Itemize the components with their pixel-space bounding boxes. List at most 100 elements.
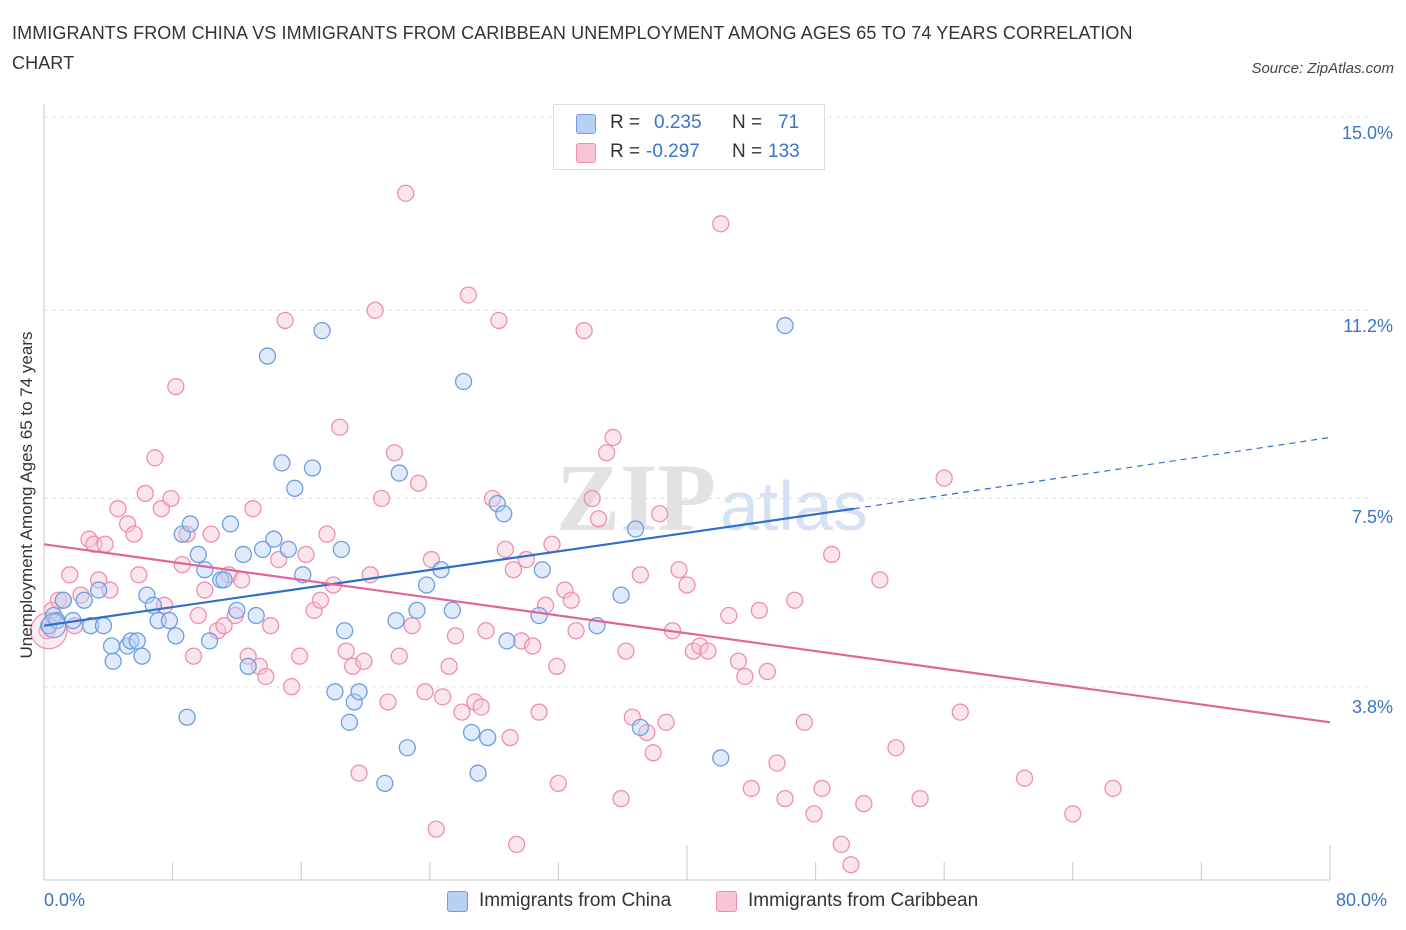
x-tick-label-max: 80.0%: [1336, 890, 1388, 910]
china-swatch: [447, 891, 468, 912]
y-tick-label: 3.8%: [1351, 697, 1393, 717]
china-point: [469, 764, 487, 782]
caribbean-point: [305, 601, 323, 620]
caribbean-point: [887, 739, 905, 757]
caribbean-point: [233, 571, 251, 589]
legend-n-value: 133: [768, 141, 800, 162]
caribbean-point: [543, 535, 561, 553]
caribbean-point: [262, 617, 280, 635]
caribbean-point: [742, 779, 760, 798]
china-point: [495, 505, 513, 523]
caribbean-point: [530, 703, 548, 721]
china-point: [612, 586, 630, 604]
caribbean-point: [678, 576, 696, 594]
china-point: [189, 545, 207, 564]
caribbean-point: [409, 474, 428, 492]
china-point: [122, 632, 140, 650]
legend-r-value: 0.235: [654, 112, 702, 133]
china-point: [303, 459, 322, 477]
china-point: [265, 530, 283, 548]
legend-label: Immigrants from China: [479, 890, 672, 911]
caribbean-point: [355, 652, 373, 670]
caribbean-point: [385, 444, 404, 462]
caribbean-point: [657, 713, 675, 731]
watermark-atlas: atlas: [720, 467, 868, 545]
caribbean-point: [109, 500, 127, 518]
caribbean-point: [343, 657, 362, 676]
caribbean-point: [855, 795, 873, 813]
caribbean-point: [729, 652, 748, 670]
caribbean-point: [612, 789, 630, 808]
caribbean-point: [483, 489, 502, 508]
caribbean-point: [337, 642, 355, 660]
caribbean-point: [80, 530, 98, 548]
caribbean-point: [871, 571, 889, 589]
caribbean-point: [453, 703, 471, 721]
caribbean-point: [504, 561, 523, 579]
caribbean-point: [496, 540, 515, 559]
caribbean-point: [379, 693, 397, 711]
caribbean-point: [239, 647, 257, 665]
china-point: [631, 718, 650, 737]
y-tick-label: 7.5%: [1351, 507, 1393, 527]
china-point: [239, 657, 257, 676]
caribbean-point: [311, 591, 330, 609]
caribbean-point: [832, 835, 850, 854]
china-point: [104, 652, 122, 670]
caribbean-point: [813, 779, 831, 798]
china-cluster-point: [41, 613, 67, 639]
china-point: [81, 617, 100, 635]
caribbean-point: [786, 591, 804, 609]
caribbean-point: [61, 566, 79, 584]
caribbean-point: [350, 764, 368, 782]
caribbean-point: [372, 489, 391, 508]
china-point: [54, 591, 72, 609]
caribbean-point: [136, 484, 154, 503]
caribbean-point: [244, 500, 262, 518]
china-point: [350, 683, 368, 701]
caribbean-point: [162, 489, 180, 508]
china-point: [376, 774, 394, 793]
caribbean-point: [189, 606, 207, 625]
caribbean-point: [720, 606, 738, 625]
china-point: [390, 464, 408, 482]
caribbean-point: [125, 525, 143, 543]
caribbean-point: [712, 215, 730, 233]
china-point: [454, 372, 473, 391]
caribbean-point: [597, 444, 616, 462]
caribbean-point: [403, 617, 421, 635]
china-point: [75, 591, 93, 609]
china-point: [215, 571, 233, 589]
caribbean-points: [30, 184, 1122, 874]
caribbean-point: [512, 632, 531, 650]
china-point: [160, 611, 179, 630]
china-point: [133, 647, 151, 665]
china-point: [234, 545, 252, 564]
china-point: [247, 606, 265, 625]
china-point: [417, 576, 436, 594]
china-point: [498, 632, 516, 650]
caribbean-point: [202, 525, 220, 543]
china-point: [253, 540, 272, 559]
caribbean-point: [805, 805, 823, 823]
caribbean-point: [196, 581, 214, 599]
caribbean-point: [562, 591, 580, 609]
caribbean-point: [750, 601, 768, 620]
axes: [43, 104, 1331, 881]
caribbean-point: [178, 525, 196, 543]
chart-title: IMMIGRANTS FROM CHINA VS IMMIGRANTS FROM…: [12, 23, 1133, 73]
china-point: [712, 749, 730, 767]
legend-r-value: -0.297: [646, 141, 700, 162]
caribbean-point: [1015, 769, 1034, 787]
china-point: [462, 723, 481, 742]
caribbean-point: [215, 617, 233, 635]
trend-lines: [43, 436, 1331, 724]
legend-label: Immigrants from Caribbean: [748, 890, 979, 911]
china-point: [181, 515, 199, 533]
caribbean-point: [556, 581, 574, 599]
caribbean-point: [823, 545, 841, 564]
china-point: [332, 540, 351, 559]
china-point: [626, 520, 645, 538]
china-point: [94, 617, 113, 635]
